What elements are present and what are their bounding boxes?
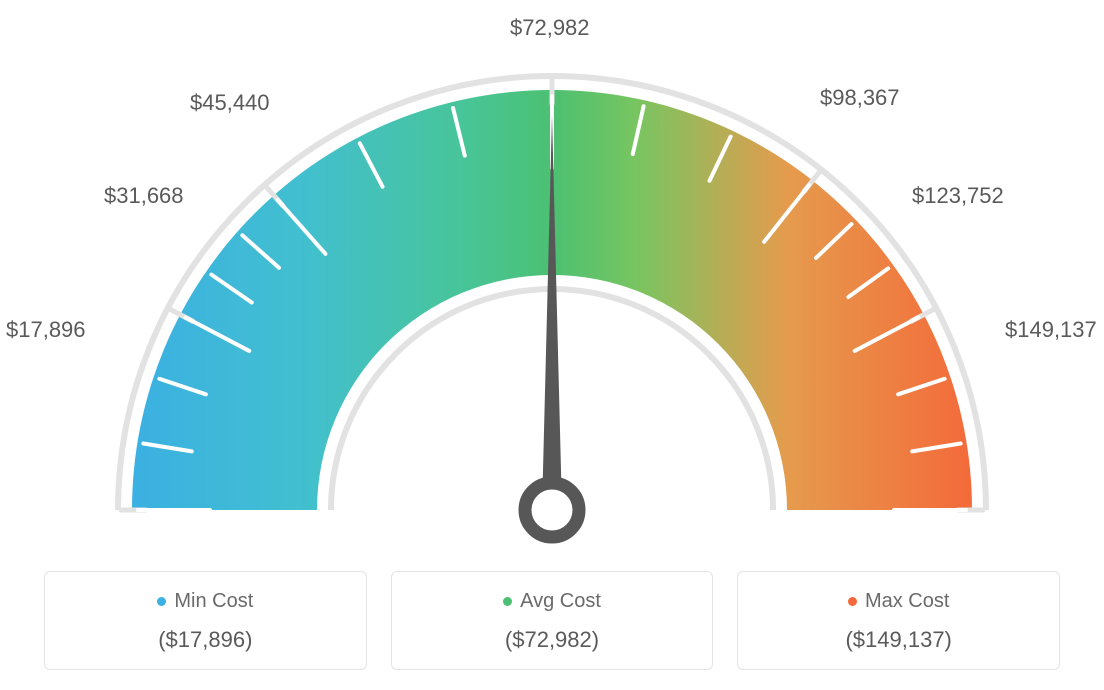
gauge-area: $17,896 $31,668 $45,440 $72,982 $98,367 …	[0, 0, 1104, 560]
tick-label-0: $17,896	[6, 317, 86, 343]
legend-max: Max Cost ($149,137)	[737, 571, 1060, 670]
legend-avg-title: Avg Cost	[503, 590, 601, 613]
tick-label-5: $123,752	[912, 183, 1004, 209]
tick-label-2: $45,440	[190, 90, 270, 116]
legend-min-title-text: Min Cost	[174, 590, 253, 613]
legend-max-value: ($149,137)	[748, 627, 1049, 653]
legend-avg: Avg Cost ($72,982)	[391, 571, 714, 670]
legend-avg-value: ($72,982)	[402, 627, 703, 653]
legend-max-title: Max Cost	[848, 590, 949, 613]
tick-label-4: $98,367	[820, 85, 900, 111]
legend-min-title: Min Cost	[157, 590, 253, 613]
legend-avg-title-text: Avg Cost	[520, 590, 601, 613]
gauge-svg	[0, 0, 1104, 560]
cost-gauge-chart: $17,896 $31,668 $45,440 $72,982 $98,367 …	[0, 0, 1104, 690]
legend-max-title-text: Max Cost	[865, 590, 949, 613]
legend-min: Min Cost ($17,896)	[44, 571, 367, 670]
legend-avg-dot	[503, 597, 512, 606]
tick-label-3: $72,982	[510, 15, 590, 41]
tick-label-1: $31,668	[104, 183, 184, 209]
legend-max-dot	[848, 597, 857, 606]
legend-min-dot	[157, 597, 166, 606]
legend-min-value: ($17,896)	[55, 627, 356, 653]
legend-row: Min Cost ($17,896) Avg Cost ($72,982) Ma…	[44, 571, 1060, 670]
tick-label-6: $149,137	[1005, 317, 1097, 343]
